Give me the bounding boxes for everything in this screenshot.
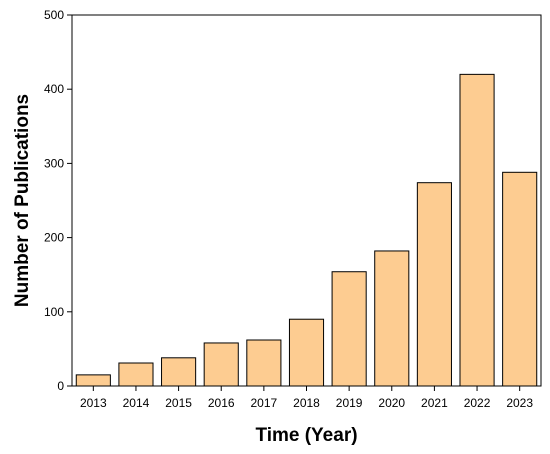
bar-2023 [502, 171, 538, 387]
x-axis: 2013 2014 2015 2016 2017 2018 2019 2020 2021 2022… [80, 386, 533, 410]
bar-2015 [161, 357, 197, 387]
bar-2016 [203, 342, 239, 387]
x-tick-label: 2018 [293, 396, 320, 410]
x-axis-title: Time (Year) [255, 425, 357, 446]
bar-2021 [416, 182, 452, 387]
y-tick-label: 0 [57, 379, 64, 393]
y-tick-label: 400 [44, 82, 64, 96]
bars-group [75, 73, 538, 387]
x-tick-label: 2013 [80, 396, 107, 410]
y-tick-label: 300 [44, 156, 64, 170]
y-tick-label: 100 [44, 305, 64, 319]
bar-2013 [75, 374, 111, 387]
x-tick-label: 2019 [336, 396, 363, 410]
y-axis-title: Number of Publications [12, 94, 33, 307]
bar-2020 [374, 250, 410, 387]
x-tick-label: 2016 [208, 396, 235, 410]
x-tick-label: 2017 [251, 396, 278, 410]
y-axis: 0 100 200 300 400 500 [44, 8, 72, 393]
y-tick-label: 200 [44, 231, 64, 245]
x-tick-label: 2023 [506, 396, 533, 410]
bar-2018 [288, 318, 325, 387]
bar-2014 [118, 362, 154, 387]
x-tick-label: 2015 [165, 396, 192, 410]
x-tick-label: 2014 [123, 396, 150, 410]
x-tick-label: 2022 [464, 396, 491, 410]
bar-2017 [246, 339, 282, 387]
plot-frame [71, 14, 542, 387]
y-tick-label: 500 [44, 8, 64, 22]
x-tick-label: 2021 [421, 396, 448, 410]
bar-2019 [331, 271, 367, 387]
bar-2022 [459, 73, 495, 387]
x-tick-label: 2020 [378, 396, 405, 410]
